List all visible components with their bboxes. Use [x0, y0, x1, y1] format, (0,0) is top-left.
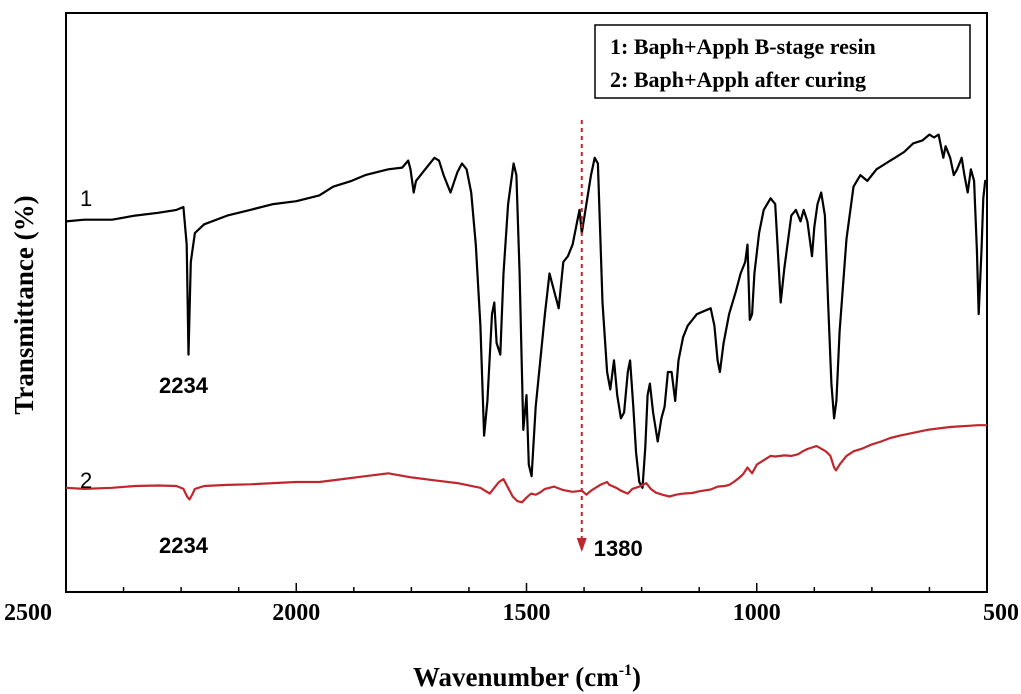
y-axis-title: Transmittance (%) — [9, 195, 39, 414]
series-1-label: 1 — [80, 186, 92, 211]
x-tick-label: 1500 — [503, 600, 551, 626]
x-axis-title-end: ) — [632, 662, 641, 692]
series-lines — [65, 133, 987, 504]
plot-area — [65, 12, 988, 593]
x-tick-label: 500 — [983, 600, 1019, 626]
marker-1380-arrowhead — [576, 538, 587, 552]
plot-border — [65, 12, 988, 593]
x-axis-tick-labels: 2500 2000 1500 1000 500 — [4, 600, 1019, 626]
series-2-line — [65, 424, 987, 504]
annotations: 1 2 2234 2234 1380 — [80, 120, 643, 561]
legend: 1: Baph+Apph B-stage resin 2: Baph+Apph … — [594, 24, 971, 99]
legend-entry-1: 1: Baph+Apph B-stage resin — [610, 34, 876, 59]
series-2-label: 2 — [80, 468, 92, 493]
x-axis-title-main: Wavenumber (cm — [413, 662, 619, 692]
peak-label-2234-series-1: 2234 — [159, 373, 209, 398]
x-axis-title: Wavenumber (cm-1) — [413, 662, 641, 692]
series-1-line — [65, 133, 987, 489]
legend-box — [594, 24, 971, 99]
x-axis-title-superscript: -1 — [619, 662, 632, 679]
peak-label-1380: 1380 — [594, 536, 643, 561]
peak-label-2234-series-2: 2234 — [159, 533, 209, 558]
x-tick-label: 2500 — [4, 600, 52, 626]
x-tick-label: 2000 — [272, 600, 320, 626]
legend-entry-2: 2: Baph+Apph after curing — [610, 67, 866, 92]
x-axis-ticks — [65, 583, 988, 592]
x-tick-label: 1000 — [733, 600, 781, 626]
